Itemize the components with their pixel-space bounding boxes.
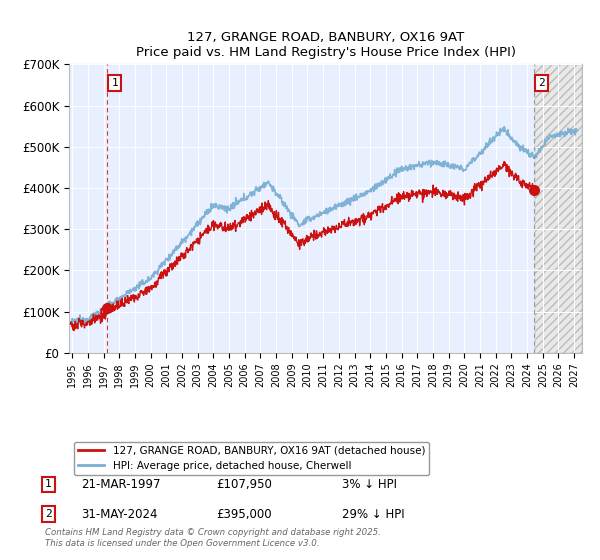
Text: 31-MAY-2024: 31-MAY-2024 — [81, 507, 157, 521]
Bar — [535, 64, 582, 353]
Title: 127, GRANGE ROAD, BANBURY, OX16 9AT
Price paid vs. HM Land Registry's House Pric: 127, GRANGE ROAD, BANBURY, OX16 9AT Pric… — [136, 31, 515, 59]
Bar — [535, 64, 582, 353]
Text: 1: 1 — [45, 479, 52, 489]
Text: Contains HM Land Registry data © Crown copyright and database right 2025.
This d: Contains HM Land Registry data © Crown c… — [45, 528, 381, 548]
Legend: 127, GRANGE ROAD, BANBURY, OX16 9AT (detached house), HPI: Average price, detach: 127, GRANGE ROAD, BANBURY, OX16 9AT (det… — [74, 442, 430, 475]
Text: 2: 2 — [45, 509, 52, 519]
Text: 1: 1 — [112, 78, 118, 88]
Text: £395,000: £395,000 — [216, 507, 272, 521]
Text: 2: 2 — [538, 78, 545, 88]
Text: 3% ↓ HPI: 3% ↓ HPI — [342, 478, 397, 491]
Text: 29% ↓ HPI: 29% ↓ HPI — [342, 507, 404, 521]
Text: 21-MAR-1997: 21-MAR-1997 — [81, 478, 161, 491]
Text: £107,950: £107,950 — [216, 478, 272, 491]
